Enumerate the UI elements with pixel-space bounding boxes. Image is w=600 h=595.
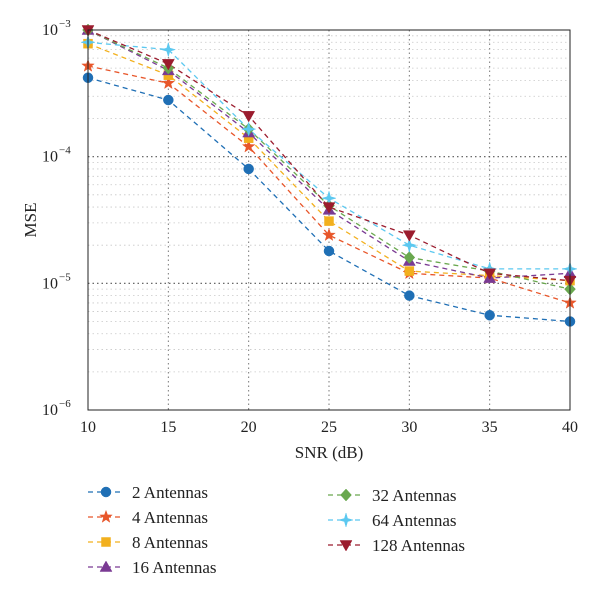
y-tick-exponent: −4 [59,145,71,157]
data-point [240,121,257,138]
data-point [161,59,175,71]
legend-marker [101,537,111,547]
legend-marker [339,540,353,552]
legend-label: 2 Antennas [132,483,208,502]
y-tick-label: 10 [42,22,58,39]
data-point [322,202,336,214]
data-point [324,216,334,226]
series-line-6 [87,29,571,282]
data-point [160,41,177,58]
y-axis-title: MSE [21,203,40,238]
data-point [483,268,497,280]
x-tick-label: 30 [401,419,417,436]
series-points-0 [82,72,576,327]
legend-label: 64 Antennas [372,511,457,530]
y-tick-exponent: −6 [59,398,71,410]
legend-marker [100,486,112,498]
data-point [484,309,495,321]
legend-marker [338,512,354,528]
data-point [242,111,256,123]
y-tick-exponent: −5 [59,271,71,283]
y-tick-label: 10 [42,402,58,419]
data-point [323,245,335,257]
legend-item: 2 Antennas [88,483,208,502]
data-point [402,230,416,242]
legend: 2 Antennas 4 Antennas 8 Antennas 16 Antenna… [88,483,465,577]
x-tick-label: 35 [482,419,498,436]
legend-marker [340,488,352,502]
y-axis-ticks: 10−310−410−510−6 [42,18,71,419]
data-point [161,75,176,90]
legend-item: 16 Antennas [88,558,217,577]
legend-item: 64 Antennas [328,511,457,530]
legend-marker [99,560,113,572]
legend-marker [99,509,113,523]
legend-item: 8 Antennas [88,533,208,552]
legend-item: 128 Antennas [328,536,465,555]
x-tick-label: 40 [562,419,578,436]
legend-label: 8 Antennas [132,533,208,552]
data-point [322,227,336,242]
series-markers [80,23,578,327]
data-point [403,251,416,264]
x-axis-ticks: 10 15 20 25 30 35 40 [80,419,578,436]
grid [88,30,570,410]
y-tick-label: 10 [42,275,58,292]
x-tick-label: 15 [160,419,176,436]
legend-item: 32 Antennas [328,486,457,505]
data-point [243,163,254,175]
x-tick-label: 10 [80,419,96,436]
legend-label: 4 Antennas [132,508,208,527]
x-tick-label: 25 [321,419,337,436]
data-point [241,139,256,153]
legend-label: 32 Antennas [372,486,457,505]
data-point [404,266,415,276]
y-tick-label: 10 [42,149,58,166]
legend-item: 4 Antennas [88,508,208,527]
x-tick-label: 20 [241,419,257,436]
y-tick-exponent: −3 [59,18,71,30]
data-point [163,94,174,106]
x-axis-title: SNR (dB) [295,443,363,462]
data-point [404,290,415,301]
data-point [401,237,418,254]
legend-label: 128 Antennas [372,536,465,555]
legend-label: 16 Antennas [132,558,217,577]
plot-frame [87,29,571,411]
